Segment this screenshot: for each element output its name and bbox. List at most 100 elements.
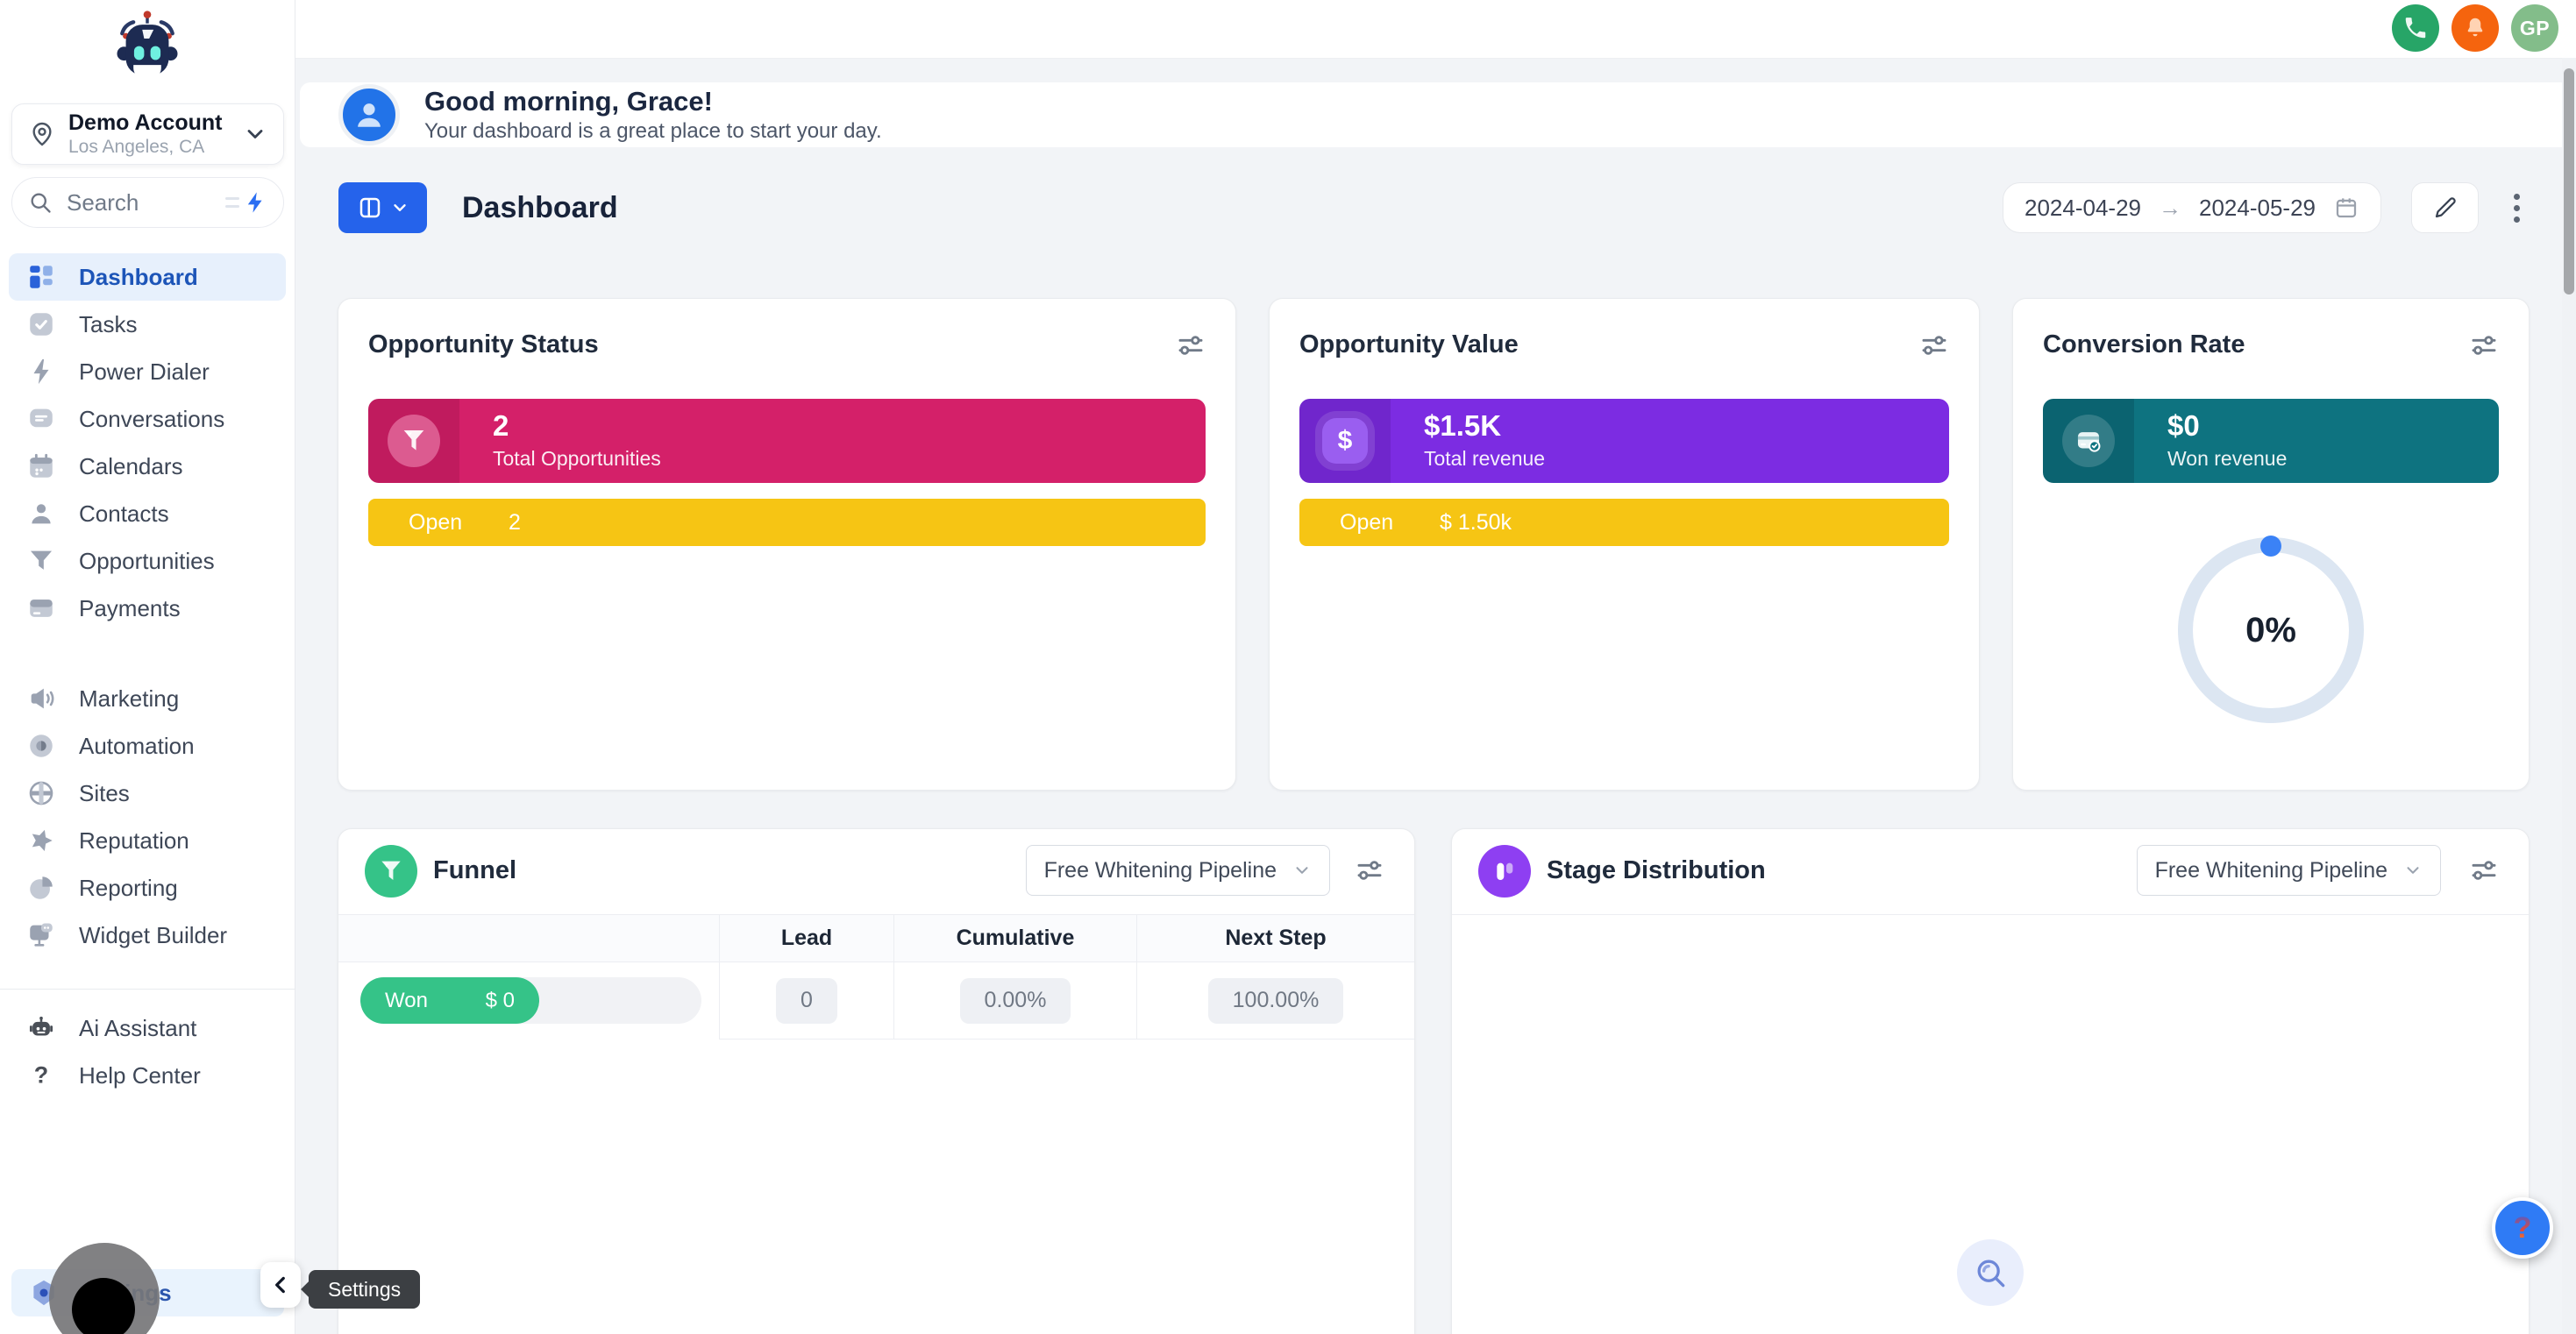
column-header-lead: Lead: [719, 915, 893, 961]
sidebar-collapse-button[interactable]: [260, 1262, 301, 1308]
calendars-icon: [26, 451, 56, 481]
sidebar-item-label: Automation: [79, 732, 195, 759]
notifications-button[interactable]: [2451, 4, 2499, 52]
date-start: 2024-04-29: [2025, 194, 2141, 221]
arrow-right-icon: →: [2159, 194, 2181, 221]
settings-hexagon-icon: [29, 1278, 59, 1308]
sidebar-item-label: Reporting: [79, 874, 178, 901]
greeting-banner: Good morning, Grace! Your dashboard is a…: [300, 82, 2571, 147]
chevron-down-icon: [1292, 861, 1312, 880]
location-name: Demo Account: [68, 110, 223, 136]
sliders-icon[interactable]: [2469, 855, 2499, 885]
page-title: Dashboard: [462, 190, 618, 224]
app-logo-robot-icon: [107, 7, 188, 88]
sidebar-item-label: Dashboard: [79, 263, 198, 290]
more-options-button[interactable]: [2508, 188, 2525, 228]
funnel-table-header: Lead Cumulative Next Step: [338, 914, 1414, 962]
pipeline-selected-value: Free Whitening Pipeline: [1043, 857, 1277, 883]
sidebar-item-label: Sites: [79, 779, 130, 806]
reputation-icon: [26, 826, 56, 855]
date-range-picker[interactable]: 2024-04-29 → 2024-05-29: [2003, 182, 2381, 233]
sliders-icon[interactable]: [1355, 855, 1384, 885]
sidebar-item-marketing[interactable]: Marketing: [0, 675, 295, 722]
date-end: 2024-05-29: [2199, 194, 2316, 221]
sliders-icon[interactable]: [2469, 330, 2499, 360]
question-mark-icon: ?: [2513, 1210, 2532, 1245]
sidebar-item-reporting[interactable]: Reporting: [0, 864, 295, 912]
card-title: Funnel: [433, 856, 517, 884]
sidebar-item-label: Power Dialer: [79, 358, 210, 385]
calendar-icon: [2333, 195, 2359, 221]
sidebar-nav-primary: Dashboard Tasks Power Dialer Conversations C…: [0, 253, 295, 632]
opportunity-value-banner: $ $1.5K Total revenue: [1299, 399, 1949, 483]
conversations-icon: [26, 404, 56, 434]
search-input[interactable]: [65, 188, 213, 217]
stage-distribution-card: Stage Distribution Free Whitening Pipeli…: [1451, 828, 2530, 1334]
user-avatar[interactable]: GP: [2511, 4, 2558, 52]
sliders-icon[interactable]: [1176, 330, 1206, 360]
sidebar-item-reputation[interactable]: Reputation: [0, 817, 295, 864]
scrollbar: [2562, 58, 2576, 1334]
sidebar-nav-secondary: Marketing Automation Sites Reputation Report…: [0, 675, 295, 959]
sidebar-item-contacts[interactable]: Contacts: [0, 490, 295, 537]
sidebar-item-label: Tasks: [79, 310, 138, 337]
chevron-left-icon: [269, 1274, 292, 1296]
opportunity-status-card: Opportunity Status 2 Total Opportunities…: [338, 298, 1236, 791]
stage-pipeline-select[interactable]: Free Whitening Pipeline: [2136, 845, 2441, 896]
sidebar-item-conversations[interactable]: Conversations: [0, 395, 295, 443]
sidebar-item-label: Payments: [79, 594, 181, 621]
sidebar-item-calendars[interactable]: Calendars: [0, 443, 295, 490]
total-opportunities-label: Total Opportunities: [493, 446, 661, 470]
power-dialer-icon: [26, 357, 56, 387]
payments-icon: [26, 593, 56, 623]
total-opportunities-value: 2: [493, 409, 509, 443]
chevron-down-icon: [2403, 861, 2423, 880]
greeting-subtitle: Your dashboard is a great place to start…: [424, 119, 882, 144]
funnel-card: Funnel Free Whitening Pipeline Lead Cumu…: [338, 828, 1415, 1334]
next-step-value: 100.00%: [1207, 977, 1344, 1024]
lead-value: 0: [776, 977, 837, 1024]
sidebar-item-automation[interactable]: Automation: [0, 722, 295, 770]
funnel-pipeline-select[interactable]: Free Whitening Pipeline: [1025, 845, 1330, 896]
won-stage-pill[interactable]: Won $ 0: [360, 977, 539, 1024]
sidebar-item-payments[interactable]: Payments: [0, 585, 295, 632]
sidebar-item-ai-assistant[interactable]: Ai Assistant: [0, 1004, 295, 1052]
wallet-badge-icon: [2062, 415, 2115, 467]
scrollbar-thumb[interactable]: [2564, 68, 2574, 294]
edit-dashboard-button[interactable]: [2411, 182, 2479, 233]
dollar-badge-icon: $: [1322, 418, 1368, 464]
pipeline-selected-value: Free Whitening Pipeline: [2154, 857, 2387, 883]
topbar: GP: [295, 0, 2576, 59]
card-title: Conversion Rate: [2043, 330, 2245, 358]
search-icon: [28, 190, 53, 215]
svg-text:?: ?: [34, 1062, 48, 1089]
sidebar-item-tasks[interactable]: Tasks: [0, 301, 295, 348]
map-pin-icon: [28, 120, 56, 148]
help-button[interactable]: ?: [2492, 1197, 2553, 1259]
location-picker[interactable]: Demo Account Los Angeles, CA: [11, 103, 284, 165]
open-label: Open: [409, 509, 463, 535]
column-header-cumulative: Cumulative: [893, 915, 1136, 961]
card-title: Stage Distribution: [1547, 856, 1766, 884]
sidebar-item-label: Help Center: [79, 1061, 201, 1089]
sidebar-item-help-center[interactable]: ? Help Center: [0, 1052, 295, 1099]
opportunities-icon: [26, 546, 56, 576]
tasks-icon: [26, 309, 56, 339]
sidebar-item-opportunities[interactable]: Opportunities: [0, 537, 295, 585]
person-icon: [350, 96, 388, 134]
phone-button[interactable]: [2392, 4, 2439, 52]
chevron-down-icon: [390, 198, 409, 217]
sidebar-item-sites[interactable]: Sites: [0, 770, 295, 817]
sidebar-item-power-dialer[interactable]: Power Dialer: [0, 348, 295, 395]
quick-actions-bolt[interactable]: [225, 190, 267, 215]
card-title: Opportunity Status: [368, 330, 599, 358]
dashboard-layout-button[interactable]: [338, 182, 427, 233]
card-title: Opportunity Value: [1299, 330, 1519, 358]
sidebar-item-widget-builder[interactable]: Widget Builder: [0, 912, 295, 959]
sidebar-item-dashboard[interactable]: Dashboard: [9, 253, 286, 301]
stage-distribution-card-icon: [1478, 845, 1531, 898]
won-revenue-value: $0: [2167, 409, 2200, 443]
sliders-icon[interactable]: [1919, 330, 1949, 360]
phone-icon: [2402, 15, 2429, 41]
